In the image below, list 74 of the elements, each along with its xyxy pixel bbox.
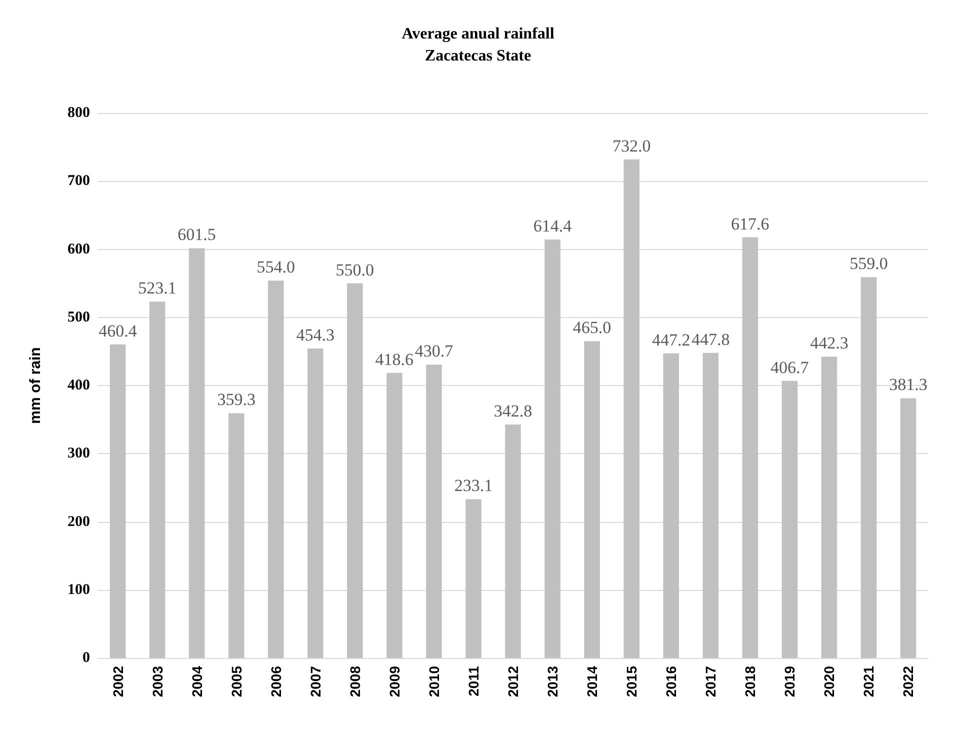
data-label: 617.6 <box>731 214 770 234</box>
bar <box>624 159 640 658</box>
x-tick-label: 2007 <box>307 666 324 698</box>
x-tick-label: 2018 <box>742 666 758 698</box>
bar <box>782 380 798 658</box>
data-label: 460.4 <box>98 321 138 340</box>
x-tick-label: 2003 <box>149 666 166 698</box>
bar <box>742 237 758 658</box>
data-label: 559.0 <box>850 254 888 274</box>
bar <box>900 398 916 658</box>
x-tick-label: 2021 <box>860 666 877 698</box>
bar <box>386 372 402 658</box>
y-tick-label: 400 <box>68 378 90 394</box>
x-tick-label: 2020 <box>821 666 838 698</box>
data-label: 430.7 <box>414 342 454 361</box>
data-label: 454.3 <box>296 326 335 345</box>
bar <box>110 344 126 658</box>
data-label: 465.0 <box>572 318 612 338</box>
y-tick-label: 200 <box>68 514 90 530</box>
bar <box>702 352 719 658</box>
y-tick-label: 700 <box>68 173 90 190</box>
bar <box>663 353 679 658</box>
x-tick-label: 2002 <box>110 666 126 698</box>
data-label: 418.6 <box>375 350 414 369</box>
bar <box>347 283 363 658</box>
x-tick-label: 2009 <box>386 666 402 698</box>
data-label: 601.5 <box>178 225 216 244</box>
y-axis-title: mm of rain <box>27 347 44 424</box>
bar <box>149 302 166 658</box>
x-tick-label: 2012 <box>505 666 521 698</box>
x-tick-label: 2022 <box>900 666 916 698</box>
y-tick-label: 100 <box>68 582 90 598</box>
data-label: 406.7 <box>770 358 810 377</box>
data-label: 447.8 <box>691 330 730 349</box>
bar <box>307 348 324 658</box>
chart-title: Average anual rainfall Zacatecas State <box>402 26 555 64</box>
data-label: 523.1 <box>138 278 176 298</box>
bar <box>268 280 284 658</box>
data-label: 442.3 <box>810 334 848 353</box>
data-label: 550.0 <box>336 260 374 280</box>
bar <box>505 424 521 658</box>
x-tick-label: 2016 <box>663 666 680 698</box>
x-tick-label: 2014 <box>584 666 600 698</box>
x-tick-label: 2004 <box>188 666 205 698</box>
bar <box>860 277 877 658</box>
x-tick-label: 2017 <box>702 666 719 698</box>
data-label: 359.3 <box>217 390 256 410</box>
bar <box>584 341 600 658</box>
data-label: 554.0 <box>256 258 295 277</box>
x-tick-label: 2006 <box>268 666 284 698</box>
x-tick-label: 2008 <box>346 666 363 698</box>
x-tick-label: 2013 <box>544 666 561 698</box>
y-tick-label: 500 <box>68 309 90 326</box>
x-tick-label: 2019 <box>782 666 798 698</box>
y-tick-label: 300 <box>68 446 90 462</box>
y-tick-label: 600 <box>68 241 90 258</box>
data-label: 447.2 <box>652 330 690 350</box>
y-tick-label: 0 <box>82 650 90 666</box>
x-tick-label: 2010 <box>426 666 442 698</box>
y-tick-label: 800 <box>68 105 90 121</box>
x-tick-label: 2005 <box>228 666 244 698</box>
bar <box>188 248 205 658</box>
data-label: 614.4 <box>533 216 572 236</box>
data-label: 732.0 <box>612 136 651 156</box>
data-label: 342.8 <box>494 401 532 420</box>
data-label: 233.1 <box>454 476 493 496</box>
bar <box>821 356 838 658</box>
x-tick-label: 2015 <box>624 666 640 698</box>
data-label: 381.3 <box>889 375 928 394</box>
bar <box>426 364 442 658</box>
x-tick-label: 2011 <box>465 666 482 696</box>
bar <box>466 499 482 658</box>
bar <box>544 239 560 658</box>
bar <box>228 413 244 658</box>
